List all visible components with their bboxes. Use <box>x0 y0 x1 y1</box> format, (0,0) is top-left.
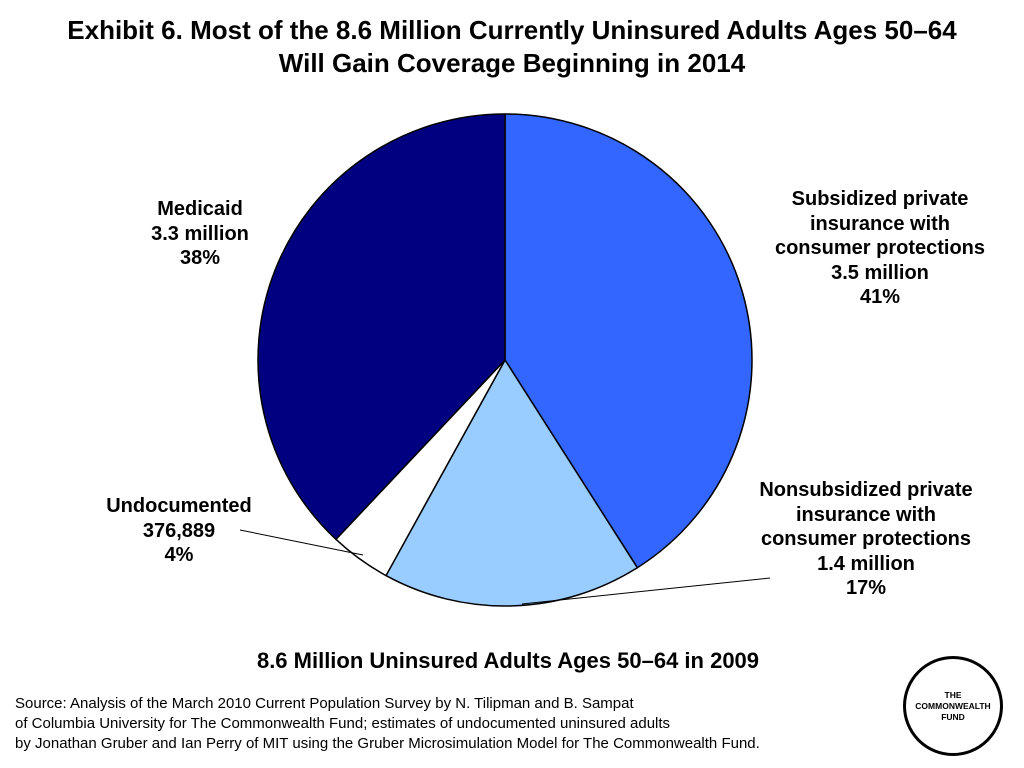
medicaid-label-line-3: 38% <box>179 247 221 269</box>
subsidized-label-line-5: 41% <box>859 286 901 308</box>
leader-lines <box>239 529 771 605</box>
source-line-3: by Jonathan Gruber and Ian Perry of MIT … <box>15 735 760 752</box>
chart-title-line-1: Exhibit 6. Most of the 8.6 Million Curre… <box>67 15 957 45</box>
source-line-2: of Columbia University for The Commonwea… <box>15 715 671 732</box>
subsidized-label-line-3: consumer protections <box>774 237 986 259</box>
logo-line-1: THE <box>944 689 962 700</box>
leader-line-undocumented <box>239 529 364 556</box>
slice-label-medicaid: Medicaid 3.3 million 38% <box>120 197 280 271</box>
nonsubsidized-label-line-4: 1.4 million <box>817 552 915 575</box>
subsidized-label-line-1: Subsidized private <box>791 188 969 210</box>
subsidized-label-line-2: insurance with <box>809 212 951 235</box>
nonsubsidized-label-line-2: insurance with <box>795 503 937 526</box>
undocumented-label-line-2: 376,889 <box>142 519 216 542</box>
nonsubsidized-label-line-1: Nonsubsidized private <box>759 479 973 501</box>
logo-line-3: FUND <box>941 711 965 722</box>
medicaid-label-line-2: 3.3 million <box>151 222 249 245</box>
leader-line-nonsubsidized <box>521 577 771 605</box>
subsidized-label-line-4: 3.5 million <box>831 261 929 284</box>
pie-slices <box>257 113 753 607</box>
slice-label-nonsubsidized: Nonsubsidized private insurance with con… <box>735 478 997 601</box>
chart-title-line-2: Will Gain Coverage Beginning in 2014 <box>278 48 746 78</box>
pie-slice-medicaid <box>257 113 506 541</box>
source-line-1: Source: Analysis of the March 2010 Curre… <box>15 695 634 712</box>
pie-slice-nonsubsidized <box>385 359 639 607</box>
commonwealth-fund-logo: THE COMMONWEALTH FUND <box>903 656 1003 756</box>
chart-title: Exhibit 6. Most of the 8.6 Million Curre… <box>0 14 1024 80</box>
undocumented-label-line-1: Undocumented <box>106 495 252 517</box>
logo-line-2: COMMONWEALTH <box>915 700 991 711</box>
chart-subtitle: 8.6 Million Uninsured Adults Ages 50–64 … <box>256 648 760 673</box>
nonsubsidized-label-line-3: consumer protections <box>760 528 972 550</box>
undocumented-label-line-3: 4% <box>164 544 194 566</box>
nonsubsidized-label-line-5: 17% <box>845 577 887 599</box>
slice-label-subsidized: Subsidized private insurance with consum… <box>750 187 1010 310</box>
source-note: Source: Analysis of the March 2010 Curre… <box>15 694 895 754</box>
pie-slice-subsidized <box>504 113 753 569</box>
medicaid-label-line-1: Medicaid <box>157 198 243 220</box>
slice-label-undocumented: Undocumented 376,889 4% <box>88 494 270 568</box>
